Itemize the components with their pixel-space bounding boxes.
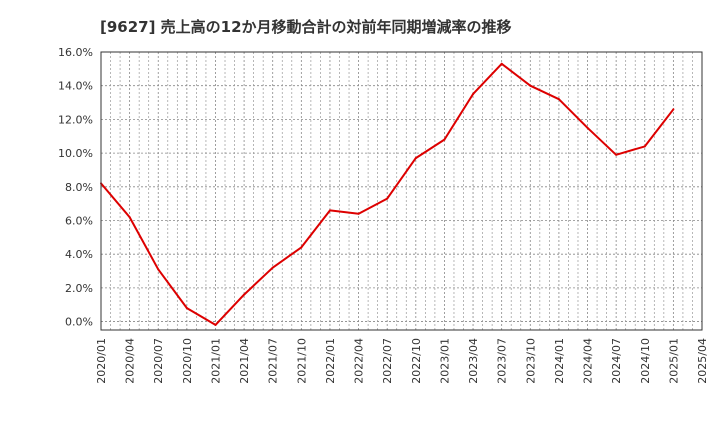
- x-tick-label: 2021/01: [209, 338, 222, 384]
- y-tick-label: 12.0%: [58, 113, 93, 126]
- x-tick-label: 2024/04: [582, 338, 595, 384]
- data-point: [243, 293, 246, 296]
- data-point: [586, 126, 589, 129]
- data-point: [615, 153, 618, 156]
- data-point: [128, 216, 131, 219]
- data-point: [214, 323, 217, 326]
- y-tick-label: 8.0%: [65, 181, 93, 194]
- x-tick-label: 2023/10: [524, 338, 537, 384]
- series-group: [100, 62, 675, 326]
- x-tick-label: 2025/04: [696, 338, 709, 384]
- x-tick-label: 2022/07: [381, 338, 394, 384]
- x-tick-label: 2023/01: [438, 338, 451, 384]
- x-tick-label: 2023/07: [496, 338, 509, 384]
- data-point: [185, 307, 188, 310]
- y-tick-label: 4.0%: [65, 248, 93, 261]
- data-point: [672, 108, 675, 111]
- x-tick-label: 2022/10: [410, 338, 423, 384]
- data-point: [643, 145, 646, 148]
- y-tick-label: 10.0%: [58, 147, 93, 160]
- x-tick-label: 2024/10: [639, 338, 652, 384]
- x-tick-label: 2023/04: [467, 338, 480, 384]
- x-tick-label: 2022/04: [353, 338, 366, 384]
- y-tick-label: 0.0%: [65, 316, 93, 329]
- chart-title: [9627] 売上高の12か月移動合計の対前年同期増減率の推移: [100, 18, 512, 36]
- data-point: [157, 268, 160, 271]
- plot-frame: [100, 51, 703, 331]
- data-point: [357, 212, 360, 215]
- x-tick-label: 2020/01: [95, 338, 108, 384]
- data-point: [500, 62, 503, 65]
- x-tick-label: 2020/07: [152, 338, 165, 384]
- x-tick-label: 2021/07: [267, 338, 280, 384]
- y-axis: 0.0% 2.0% 4.0% 6.0% 8.0% 10.0% 12.0% 14.0% 16.0%: [58, 46, 93, 329]
- x-tick-label: 2021/04: [238, 338, 251, 384]
- data-point: [271, 266, 274, 269]
- x-tick-label: 2020/04: [124, 338, 137, 384]
- data-point: [386, 197, 389, 200]
- x-tick-label: 2024/01: [553, 338, 566, 384]
- y-tick-label: 6.0%: [65, 214, 93, 227]
- data-point: [557, 98, 560, 101]
- data-point: [328, 209, 331, 212]
- data-point: [472, 93, 475, 96]
- x-tick-label: 2021/10: [295, 338, 308, 384]
- x-tick-label: 2020/10: [181, 338, 194, 384]
- x-tick-label: 2024/07: [610, 338, 623, 384]
- data-point: [443, 138, 446, 141]
- y-tick-label: 14.0%: [58, 80, 93, 93]
- data-point: [300, 246, 303, 249]
- y-tick-label: 16.0%: [58, 46, 93, 59]
- x-tick-label: 2022/01: [324, 338, 337, 384]
- data-point: [529, 84, 532, 87]
- data-point: [414, 157, 417, 160]
- y-tick-label: 2.0%: [65, 282, 93, 295]
- x-axis: 2020/01 2020/04 2020/07 2020/10 2021/01 2021/…: [95, 338, 709, 384]
- grid: [100, 51, 703, 330]
- x-tick-label: 2025/01: [667, 338, 680, 384]
